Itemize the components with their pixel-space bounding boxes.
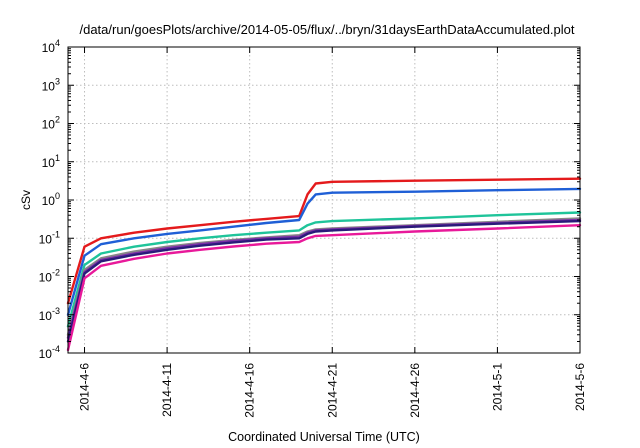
- chart-title: /data/run/goesPlots/archive/2014-05-05/f…: [79, 22, 574, 37]
- y-tick-label: 102: [42, 115, 60, 132]
- x-tick-label: 2014-4-6: [78, 363, 92, 411]
- y-tick-label: 104: [42, 38, 60, 55]
- y-tick-label: 103: [42, 76, 60, 93]
- x-tick-label: 2014-5-1: [490, 363, 504, 411]
- x-tick-label: 2014-4-16: [243, 363, 257, 418]
- series-line-3: [66, 211, 582, 328]
- y-tick-label: 100: [42, 191, 60, 208]
- series-line-7: [66, 224, 582, 352]
- y-tick-label: 10-1: [39, 229, 60, 246]
- y-tick-label: 101: [42, 153, 60, 170]
- grid-layer: [68, 47, 580, 353]
- series-line-6: [66, 219, 582, 343]
- series-line-2: [66, 187, 582, 316]
- y-tick-label: 10-2: [39, 268, 60, 285]
- x-tick-label: 2014-4-26: [408, 363, 422, 418]
- x-tick-label: 2014-4-21: [325, 363, 339, 418]
- x-axis-label: Coordinated Universal Time (UTC): [228, 430, 420, 444]
- series-line-1: [66, 177, 582, 305]
- x-tick-label: 2014-4-11: [160, 363, 174, 417]
- x-tick-label: 2014-5-6: [573, 363, 587, 411]
- y-axis-label: cSv: [19, 190, 33, 210]
- plot-frame: [67, 46, 581, 354]
- series-layer: [66, 177, 582, 352]
- y-tick-label: 10-4: [39, 344, 60, 361]
- y-tick-label: 10-3: [39, 306, 60, 323]
